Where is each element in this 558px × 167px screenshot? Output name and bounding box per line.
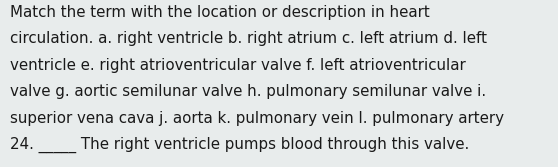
Text: 24. _____ The right ventricle pumps blood through this valve.: 24. _____ The right ventricle pumps bloo… <box>10 137 469 153</box>
Text: superior vena cava j. aorta k. pulmonary vein l. pulmonary artery: superior vena cava j. aorta k. pulmonary… <box>10 111 504 126</box>
Text: ventricle e. right atrioventricular valve f. left atrioventricular: ventricle e. right atrioventricular valv… <box>10 58 466 73</box>
Text: valve g. aortic semilunar valve h. pulmonary semilunar valve i.: valve g. aortic semilunar valve h. pulmo… <box>10 84 486 99</box>
Text: Match the term with the location or description in heart: Match the term with the location or desc… <box>10 5 430 20</box>
Text: circulation. a. right ventricle b. right atrium c. left atrium d. left: circulation. a. right ventricle b. right… <box>10 31 487 46</box>
